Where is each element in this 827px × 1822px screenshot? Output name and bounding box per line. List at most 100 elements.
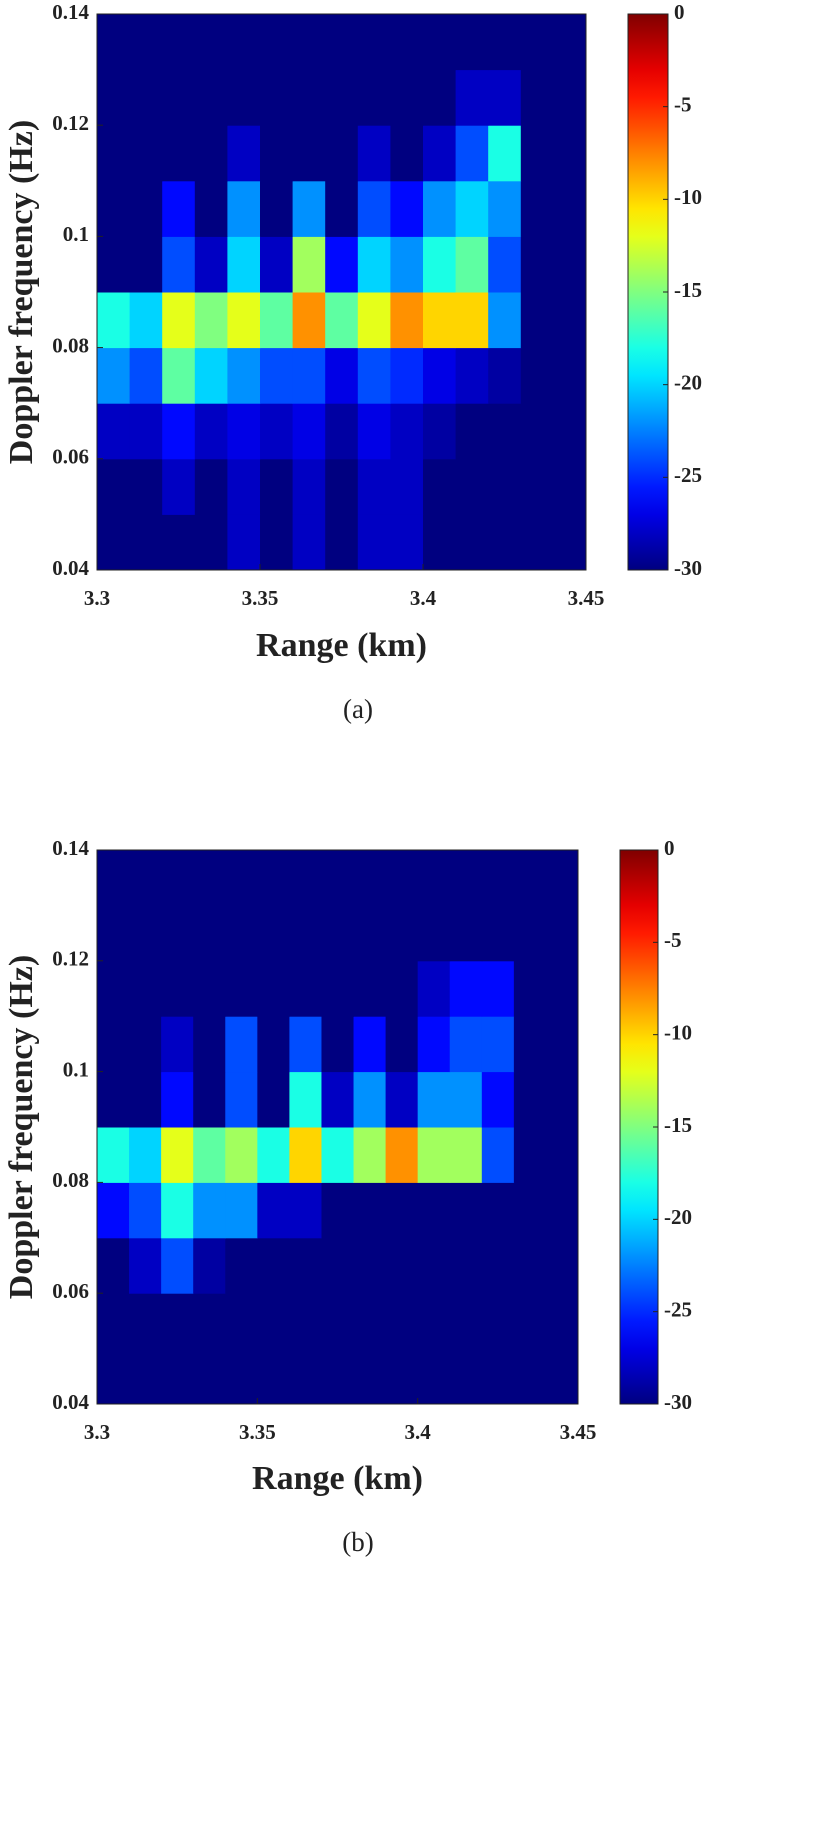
x-axis-label: Range (km) xyxy=(256,627,427,664)
heat-cell xyxy=(321,1237,355,1294)
heat-cell xyxy=(513,850,547,906)
heat-cell xyxy=(353,1348,387,1405)
heat-cell xyxy=(260,458,294,515)
heat-cell xyxy=(97,292,131,349)
colorbar-tick-label: -20 xyxy=(674,370,702,394)
heat-cell xyxy=(545,1016,579,1073)
heat-cell xyxy=(417,905,451,962)
heat-cell xyxy=(97,905,130,962)
heat-cell xyxy=(325,125,359,182)
heat-cell xyxy=(227,14,261,71)
heat-cell xyxy=(357,180,391,237)
heat-cell xyxy=(423,180,457,237)
heat-cell xyxy=(227,458,261,515)
heat-cell xyxy=(162,514,196,571)
heat-cell xyxy=(357,236,391,293)
heat-cell xyxy=(321,1182,355,1239)
heat-cell xyxy=(227,292,261,349)
heat-cell xyxy=(292,14,326,71)
colorbar xyxy=(619,849,659,1405)
heat-cell xyxy=(390,403,424,460)
plot-frame xyxy=(96,849,579,1405)
heat-cell xyxy=(520,69,554,126)
heat-cell xyxy=(390,458,424,515)
heat-cell xyxy=(520,514,554,571)
heat-cell xyxy=(162,292,196,349)
heat-cell xyxy=(545,1182,579,1239)
heat-cell xyxy=(257,1182,290,1239)
heat-cell xyxy=(520,125,554,182)
heat-cell xyxy=(455,236,489,293)
heat-cell xyxy=(129,514,163,571)
heat-cell xyxy=(488,458,522,515)
heat-cell xyxy=(194,180,228,237)
heat-cell xyxy=(481,850,515,906)
heat-cell xyxy=(325,69,359,126)
heat-cell xyxy=(260,125,294,182)
heat-cell xyxy=(97,1348,130,1405)
heat-cell xyxy=(513,960,547,1017)
heat-cell xyxy=(417,960,451,1017)
heat-cell xyxy=(227,347,261,404)
heat-cell xyxy=(481,1016,515,1073)
heat-cell xyxy=(390,292,424,349)
heat-cell xyxy=(292,403,326,460)
heat-cell xyxy=(423,125,457,182)
heat-cell xyxy=(97,1071,130,1128)
heat-cell xyxy=(97,1237,130,1294)
heat-cell xyxy=(390,14,424,71)
heat-cell xyxy=(321,1016,355,1073)
heat-cell xyxy=(390,236,424,293)
heat-cell xyxy=(97,514,131,571)
y-axis-label: Doppler frequency (Hz) xyxy=(3,120,40,464)
heat-cell xyxy=(260,180,294,237)
heat-cell xyxy=(488,180,522,237)
heat-cell xyxy=(423,514,457,571)
x-tick-label: 3.35 xyxy=(239,1420,276,1444)
heat-cell xyxy=(97,14,131,71)
heat-cell xyxy=(257,1237,290,1294)
heat-cell xyxy=(520,458,554,515)
heat-cell xyxy=(449,1182,483,1239)
heat-cell xyxy=(225,1182,258,1239)
heat-cell xyxy=(289,1016,322,1073)
heat-cell xyxy=(129,292,163,349)
heat-cell xyxy=(357,125,391,182)
heat-cell xyxy=(417,1071,451,1128)
heat-cell xyxy=(97,1182,130,1239)
heat-cell xyxy=(289,905,322,962)
heat-cell xyxy=(455,180,489,237)
heat-cell xyxy=(292,458,326,515)
heat-cell xyxy=(545,1348,579,1405)
heat-cell xyxy=(162,180,196,237)
heat-cell xyxy=(162,236,196,293)
heat-cell xyxy=(455,347,489,404)
heat-cell xyxy=(257,1127,290,1183)
heat-cell xyxy=(289,1348,322,1405)
heat-cell xyxy=(553,14,587,71)
heat-cell xyxy=(513,1127,547,1183)
colorbar-tick-label: 0 xyxy=(664,836,675,860)
heat-cell xyxy=(455,14,489,71)
heat-cell xyxy=(513,905,547,962)
heat-cell xyxy=(423,14,457,71)
heat-cell xyxy=(194,403,228,460)
heat-cell xyxy=(423,292,457,349)
heat-cell xyxy=(481,960,515,1017)
heat-cell xyxy=(162,125,196,182)
heat-cell xyxy=(513,1293,547,1350)
heat-cell xyxy=(385,905,419,962)
heat-cell xyxy=(225,1127,258,1183)
heat-cell xyxy=(227,125,261,182)
x-tick-label: 3.4 xyxy=(405,1420,432,1444)
y-tick-label: 0.08 xyxy=(52,1168,89,1192)
heat-cell xyxy=(353,905,387,962)
heat-cell xyxy=(385,850,419,906)
heat-cell xyxy=(97,850,130,906)
heat-cell xyxy=(325,14,359,71)
heat-cell xyxy=(423,458,457,515)
heat-cell xyxy=(353,960,387,1017)
y-tick-label: 0.1 xyxy=(63,1057,89,1081)
heat-cell xyxy=(292,347,326,404)
